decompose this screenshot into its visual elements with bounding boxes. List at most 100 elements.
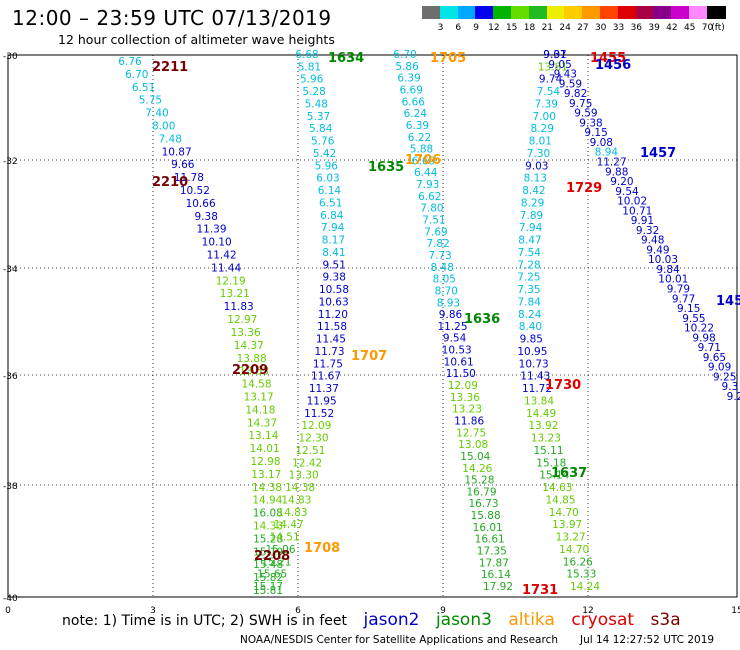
track-1456: 9.319.059.439.599.829.759.599.389.159.08… — [543, 49, 740, 403]
legend-jason3: jason3 — [435, 610, 492, 630]
swh-value: 17.92 — [483, 581, 513, 593]
swh-value: 6.68 — [295, 49, 318, 61]
swh-value: 14.85 — [545, 494, 575, 506]
scale-label: 39 — [648, 23, 660, 33]
legend-altika: altika — [508, 610, 555, 630]
swh-value: 10.02 — [617, 196, 647, 208]
swh-value: 11.39 — [196, 224, 226, 236]
swh-value: 13.92 — [528, 420, 558, 432]
scale-label: 42 — [666, 23, 678, 33]
x-tick-label: 15 — [731, 606, 740, 616]
swh-value: 15.06 — [265, 544, 295, 556]
swh-value: 7.25 — [517, 272, 540, 284]
swh-value: 7.94 — [519, 222, 543, 234]
swh-value: 10.63 — [319, 296, 349, 308]
swh-value: 5.28 — [302, 86, 325, 98]
swh-value: 9.38 — [323, 272, 346, 284]
swh-value: 12.30 — [298, 433, 328, 445]
swh-value: 9.03 — [525, 160, 548, 172]
swh-value: 6.76 — [118, 56, 142, 68]
swh-value: 13.84 — [524, 395, 554, 407]
swh-value: 13.21 — [220, 288, 250, 300]
y-tick-label: -30 — [3, 52, 18, 62]
scale-swatch — [582, 6, 602, 19]
map-frame — [7, 54, 738, 598]
swh-value: 15.04 — [460, 451, 490, 463]
scale-swatch — [422, 6, 441, 19]
swh-value: 9.84 — [656, 264, 680, 276]
swh-value: 6.69 — [412, 155, 435, 167]
swh-value: 9.86 — [439, 309, 463, 321]
swh-value: 7.28 — [517, 259, 540, 271]
swh-value: 9.55 — [682, 313, 705, 325]
swh-value: 8.17 — [322, 235, 345, 247]
y-tick-label: -40 — [3, 594, 18, 604]
scale-swatch — [600, 6, 619, 19]
swh-value: 9.48 — [641, 235, 664, 247]
swh-value: 5.42 — [313, 148, 336, 160]
legend-jason2: jason2 — [363, 610, 420, 630]
scale-swatch — [457, 6, 477, 19]
pass-label: 1637 — [551, 466, 587, 481]
swh-value: 11.42 — [207, 250, 237, 262]
swh-value: 7.54 — [518, 247, 542, 259]
swh-value: 9.54 — [615, 186, 639, 198]
pass-label: 1730 — [545, 378, 581, 393]
swh-value: 14.83 — [281, 494, 311, 506]
swh-value: 5.76 — [311, 136, 335, 148]
swh-value: 8.01 — [529, 136, 552, 148]
swh-value: 13.30 — [289, 470, 319, 482]
swh-value: 6.84 — [320, 210, 344, 222]
swh-value: 6.51 — [132, 82, 155, 94]
swh-value: 15.21 — [261, 556, 291, 568]
pass-label: 1731 — [522, 583, 558, 598]
satellite-tracks: 6.766.706.515.757.408.007.4810.879.6611.… — [118, 49, 740, 597]
swh-value: 15.48 — [253, 559, 283, 571]
scale-label: 6 — [455, 23, 462, 33]
swh-value: 8.42 — [522, 185, 545, 197]
swh-value: 9.32 — [636, 225, 659, 237]
swh-value: 13.53 — [239, 366, 269, 378]
swh-value: 14.70 — [549, 507, 579, 519]
pass-label: 1729 — [566, 181, 602, 196]
swh-value: 15.17 — [253, 581, 283, 593]
swh-value: 11.72 — [522, 383, 552, 395]
scale-swatch — [653, 6, 673, 19]
swh-value: 11.27 — [597, 157, 627, 169]
swh-value: 9.20 — [610, 176, 633, 188]
swh-value: 6.44 — [414, 167, 438, 179]
pass-label: 1635 — [368, 160, 404, 175]
swh-value: 11.37 — [309, 383, 339, 395]
swh-value: 9.77 — [672, 293, 695, 305]
swh-value: 11.86 — [454, 416, 484, 428]
swh-value: 9.07 — [543, 49, 566, 61]
swh-value: 10.71 — [622, 205, 652, 217]
swh-value: 9.08 — [590, 137, 613, 149]
swh-value: 9.38 — [579, 117, 602, 129]
swh-value: 9.75 — [569, 98, 592, 110]
swh-value: 13.23 — [452, 404, 482, 416]
swh-value: 7.93 — [416, 179, 439, 191]
scale-label: 3 — [437, 23, 444, 33]
swh-value: 14.01 — [250, 443, 280, 455]
swh-value: 10.73 — [519, 358, 549, 370]
legend-s3a: s3a — [650, 610, 681, 630]
swh-value: 10.95 — [517, 346, 547, 358]
swh-value: 14.47 — [274, 519, 304, 531]
swh-value: 11.50 — [446, 368, 476, 380]
x-tick-label: 3 — [150, 606, 156, 616]
swh-value: 14.26 — [462, 463, 492, 475]
swh-value: 8.40 — [519, 321, 542, 333]
swh-value: 7.00 — [533, 111, 556, 123]
swh-value: 7.73 — [428, 250, 451, 262]
swh-value: 10.52 — [180, 185, 210, 197]
track-2211: 6.766.706.515.757.408.007.4810.879.6611.… — [118, 56, 283, 597]
swh-value: 9.51 — [323, 259, 346, 271]
swh-value: 5.75 — [139, 95, 162, 107]
note-text: note: 1) Time is in UTC; 2) SWH is in fe… — [62, 613, 348, 629]
swh-value: 5.86 — [395, 61, 419, 73]
swh-value: 13.27 — [556, 532, 586, 544]
scale-label: 27 — [577, 23, 589, 33]
swh-value: 11.95 — [307, 395, 337, 407]
